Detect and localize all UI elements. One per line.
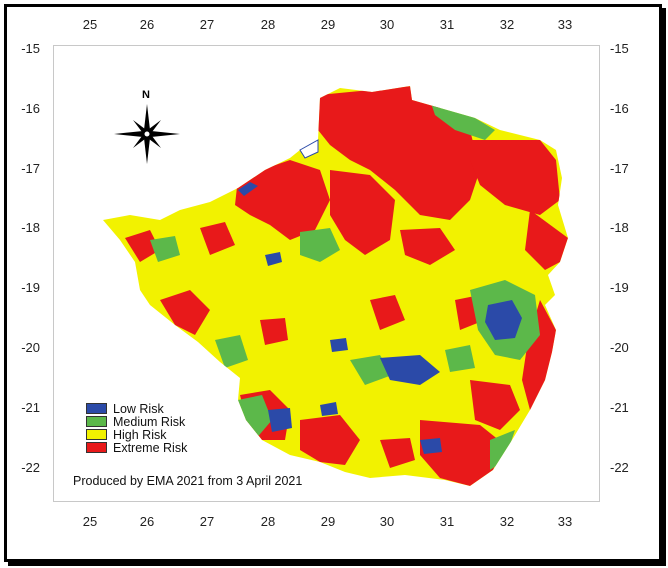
x-tick-top: 32 (499, 17, 515, 32)
x-tick-top: 25 (82, 17, 98, 32)
x-tick-bottom: 29 (320, 514, 336, 529)
legend-item: Medium Risk (86, 414, 187, 429)
y-tick-right: -19 (610, 280, 629, 295)
extreme-risk-zones (125, 86, 568, 486)
x-tick-top: 26 (139, 17, 155, 32)
x-tick-top: 33 (557, 17, 573, 32)
y-tick-left: -20 (21, 340, 40, 355)
x-tick-top: 31 (439, 17, 455, 32)
x-tick-bottom: 28 (260, 514, 276, 529)
legend-swatch (86, 416, 107, 427)
x-tick-top: 30 (379, 17, 395, 32)
north-label: N (142, 89, 150, 101)
x-tick-bottom: 33 (557, 514, 573, 529)
y-tick-right: -16 (610, 101, 629, 116)
y-tick-left: -15 (21, 41, 40, 56)
legend-item: High Risk (86, 427, 187, 442)
x-tick-bottom: 25 (82, 514, 98, 529)
y-tick-left: -21 (21, 400, 40, 415)
legend-item: Extreme Risk (86, 440, 188, 455)
map-caption: Produced by EMA 2021 from 3 April 2021 (73, 474, 303, 488)
low-risk-zones (265, 252, 522, 454)
y-tick-left: -22 (21, 460, 40, 475)
north-arrow-icon (114, 104, 180, 164)
lake-shore (238, 182, 258, 196)
y-tick-right: -18 (610, 220, 629, 235)
legend-label: High Risk (113, 427, 167, 442)
x-tick-bottom: 32 (499, 514, 515, 529)
legend-item: Low Risk (86, 401, 187, 416)
y-tick-right: -15 (610, 41, 629, 56)
x-tick-bottom: 30 (379, 514, 395, 529)
y-tick-right: -17 (610, 161, 629, 176)
x-tick-bottom: 31 (439, 514, 455, 529)
x-tick-top: 29 (320, 17, 336, 32)
legend-label: Extreme Risk (113, 440, 188, 455)
y-tick-left: -18 (21, 220, 40, 235)
x-tick-bottom: 26 (139, 514, 155, 529)
y-tick-left: -16 (21, 101, 40, 116)
x-tick-top: 28 (260, 17, 276, 32)
legend-swatch (86, 403, 107, 414)
y-tick-left: -19 (21, 280, 40, 295)
legend-swatch (86, 442, 107, 453)
x-tick-top: 27 (199, 17, 215, 32)
y-tick-right: -22 (610, 460, 629, 475)
lake-inlet (299, 139, 319, 159)
legend-label: Medium Risk (113, 414, 186, 429)
legend-swatch (86, 429, 107, 440)
x-tick-bottom: 27 (199, 514, 215, 529)
y-tick-right: -21 (610, 400, 629, 415)
y-tick-right: -20 (610, 340, 629, 355)
map-legend: Low Risk Medium Risk High Risk Extreme R… (86, 401, 188, 455)
legend-label: Low Risk (113, 401, 164, 416)
y-tick-left: -17 (21, 161, 40, 176)
